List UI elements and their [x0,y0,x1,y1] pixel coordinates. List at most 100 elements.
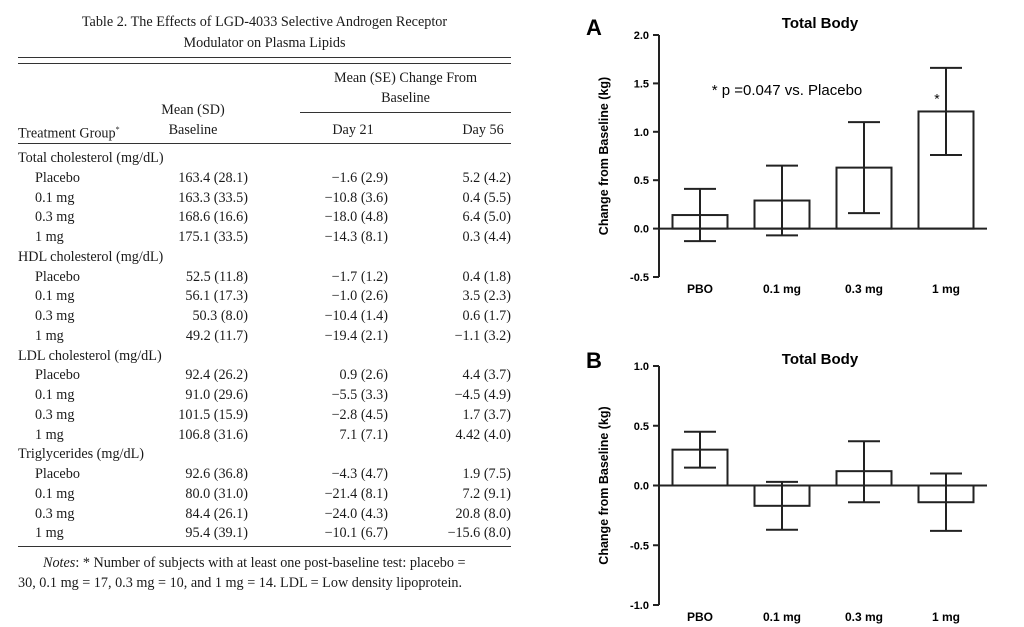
row-baseline: 49.2 (11.7) [185,327,248,344]
y-tick-label: 1.0 [634,127,649,139]
row-day56: 0.4 (1.8) [462,268,511,285]
x-tick-label: 0.1 mg [763,610,801,624]
x-tick-label: PBO [687,610,713,624]
row-baseline: 56.1 (17.3) [185,288,248,305]
row-day21: −14.3 (8.1) [324,229,388,245]
panel-label: B [586,348,602,373]
y-tick-label: -0.5 [630,272,649,284]
row-baseline: 91.0 (29.6) [185,387,248,403]
row-day56: 5.2 (4.2) [462,169,511,186]
row-day21: −24.0 (4.3) [324,505,388,522]
row-day21: 0.9 (2.6) [339,367,388,384]
y-axis-label: Change from Baseline (kg) [597,406,611,564]
y-tick-label: 1.0 [634,361,649,373]
chart-title: Total Body [782,15,859,32]
row-day56: 0.4 (5.5) [462,189,511,206]
row-day56: 1.7 (3.7) [462,406,511,423]
y-tick-label: -1.0 [630,600,649,612]
header-day56: Day 56 [462,122,504,138]
row-group: Placebo [35,367,80,384]
row-day21: −1.7 (1.2) [331,268,388,285]
header-group-line2: Baseline [381,90,430,106]
row-day21: −10.4 (1.4) [324,308,388,324]
y-tick-label: 0.5 [634,175,649,187]
row-day21: −10.8 (3.6) [324,189,388,206]
row-day21: −19.4 (2.1) [324,327,388,344]
header-group-rule [300,112,511,113]
header-baseline: Baseline [168,122,218,138]
row-day56: 7.2 (9.1) [462,485,511,502]
section-title: Total cholesterol (mg/dL) [18,150,164,166]
row-baseline: 168.6 (16.6) [178,209,248,226]
table-caption: Table 2. The Effects of LGD-4033 Selecti… [81,14,448,30]
x-tick-label: 1 mg [932,610,960,624]
table-notes-line2: 30, 0.1 mg = 17, 0.3 mg = 10, and 1 mg =… [18,575,463,591]
row-group: 0.3 mg [35,505,75,522]
x-tick-label: 1 mg [932,282,960,296]
row-day21: 7.1 (7.1) [339,426,388,443]
top-rule [18,57,511,58]
table-notes: Notes: * Number of subjects with at leas… [43,555,466,571]
significance-mark: * [934,90,940,106]
row-baseline: 163.4 (28.1) [178,169,248,186]
row-day21: −1.6 (2.9) [331,169,388,186]
row-group: 1 mg [35,229,64,245]
section-title: LDL cholesterol (mg/dL) [18,347,162,364]
row-day21: −1.0 (2.6) [331,288,388,305]
row-group: 0.3 mg [35,209,75,226]
header-group: Mean (SE) Change From [333,70,478,86]
bottom-rule [18,546,511,547]
row-group: 1 mg [35,426,64,443]
row-baseline: 101.5 (15.9) [178,406,248,423]
x-tick-label: 0.3 mg [845,282,883,296]
row-baseline: 92.4 (26.2) [185,367,248,384]
y-tick-label: -0.5 [630,540,649,552]
row-day56: 1.9 (7.5) [462,466,511,482]
row-group: Placebo [35,268,80,285]
row-baseline: 80.0 (31.0) [185,485,248,502]
row-day21: −10.1 (6.7) [324,525,388,542]
row-group: 0.3 mg [35,406,75,423]
row-group: 0.1 mg [35,485,75,502]
row-day21: −4.3 (4.7) [331,466,388,482]
row-baseline: 175.1 (33.5) [178,229,248,245]
row-group: 1 mg [35,327,64,344]
header-rule [18,143,511,144]
row-day21: −2.8 (4.5) [331,406,388,423]
chart-title: Total Body [782,351,859,368]
row-baseline: 92.6 (36.8) [185,466,248,482]
header-day21: Day 21 [332,122,374,138]
table-caption-line2: Modulator on Plasma Lipids [183,35,346,51]
row-baseline: 84.4 (26.1) [185,505,248,522]
row-group: 0.1 mg [35,387,75,403]
top-rule-2 [18,63,511,64]
y-tick-label: 1.5 [634,78,649,90]
panel-label: A [586,15,602,40]
y-axis-label: Change from Baseline (kg) [597,77,611,235]
x-tick-label: PBO [687,282,713,296]
row-group: Placebo [35,169,80,186]
row-day21: −18.0 (4.8) [324,209,388,226]
row-group: 0.3 mg [35,308,75,324]
section-title: Triglycerides (mg/dL) [18,446,144,463]
header-treatment-group: Treatment Group* [18,125,120,142]
row-group: 0.1 mg [35,288,75,305]
section-title: HDL cholesterol (mg/dL) [18,248,164,265]
row-group: Placebo [35,466,80,482]
p-value-annotation: * p =0.047 vs. Placebo [712,82,863,99]
row-baseline: 163.3 (33.5) [178,189,248,206]
row-baseline: 106.8 (31.6) [178,426,248,443]
row-day56: 6.4 (5.0) [462,209,511,226]
row-day56: 3.5 (2.3) [462,288,511,305]
row-day56: 4.42 (4.0) [455,426,511,443]
y-tick-label: 0.0 [634,224,649,236]
x-tick-label: 0.3 mg [845,610,883,624]
row-group: 0.1 mg [35,189,75,206]
row-day56: 0.3 (4.4) [462,229,511,245]
y-tick-label: 2.0 [634,30,649,42]
x-tick-label: 0.1 mg [763,282,801,296]
row-baseline: 50.3 (8.0) [192,308,248,324]
header-baseline-line1: Mean (SD) [161,102,225,118]
row-day56: −15.6 (8.0) [447,525,511,542]
